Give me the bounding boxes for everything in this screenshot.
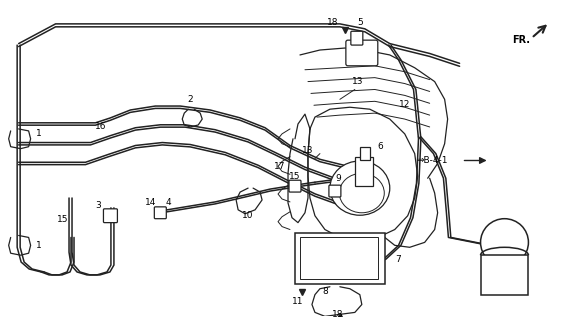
FancyBboxPatch shape xyxy=(346,40,378,66)
Text: 12: 12 xyxy=(399,100,410,109)
Bar xyxy=(300,237,378,279)
Bar xyxy=(360,147,370,161)
Text: 6: 6 xyxy=(377,142,382,151)
Bar xyxy=(355,156,373,186)
Text: 15: 15 xyxy=(289,172,301,181)
Ellipse shape xyxy=(330,161,390,215)
FancyBboxPatch shape xyxy=(104,209,118,223)
Text: 13: 13 xyxy=(302,146,314,155)
Text: 9: 9 xyxy=(335,174,341,183)
Text: 2: 2 xyxy=(187,95,193,104)
Ellipse shape xyxy=(339,173,384,213)
FancyBboxPatch shape xyxy=(351,31,363,45)
Text: 10: 10 xyxy=(242,211,254,220)
FancyBboxPatch shape xyxy=(329,185,341,197)
Text: 15: 15 xyxy=(57,215,68,224)
Text: 14: 14 xyxy=(145,198,156,207)
Text: 11: 11 xyxy=(292,297,304,306)
Text: 4: 4 xyxy=(165,198,171,207)
Bar xyxy=(295,233,385,284)
Text: FR.: FR. xyxy=(512,35,530,45)
Text: 3: 3 xyxy=(95,201,101,210)
Text: 18: 18 xyxy=(327,18,339,27)
Bar xyxy=(481,255,528,295)
Text: 18: 18 xyxy=(332,310,343,319)
Text: 7: 7 xyxy=(395,255,400,264)
Text: 1: 1 xyxy=(36,241,41,250)
Text: 5: 5 xyxy=(357,18,363,27)
Text: 16: 16 xyxy=(95,123,106,132)
Text: 17: 17 xyxy=(274,162,286,171)
FancyBboxPatch shape xyxy=(154,207,166,219)
Text: 1: 1 xyxy=(36,129,41,138)
Ellipse shape xyxy=(481,219,528,266)
FancyBboxPatch shape xyxy=(289,180,301,192)
Text: 8: 8 xyxy=(322,287,328,296)
Text: ⇒B-4-1: ⇒B-4-1 xyxy=(416,156,448,165)
Text: 13: 13 xyxy=(352,77,364,86)
